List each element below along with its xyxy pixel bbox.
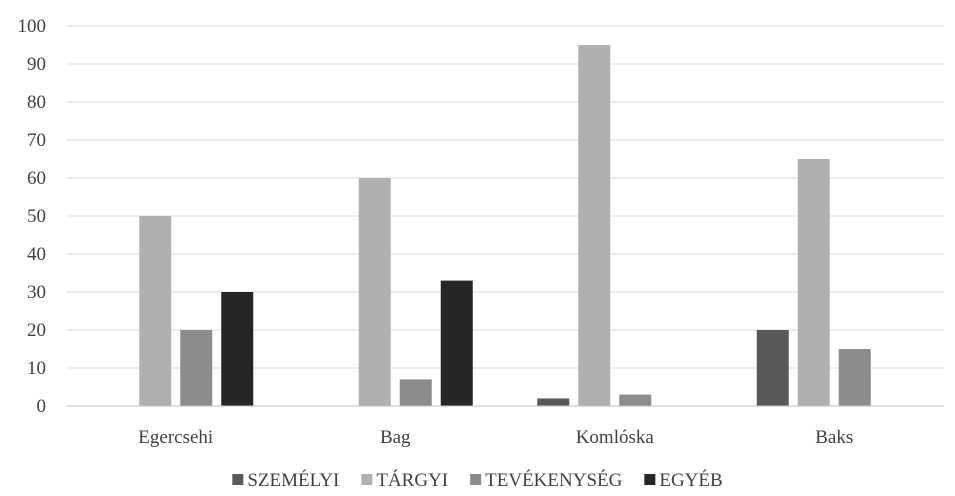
bar-tevékenység-bag <box>399 379 432 406</box>
bar-egyéb-bag <box>440 280 473 406</box>
legend: SZEMÉLYI TÁRGYI TEVÉKENYSÉG EGYÉB <box>232 469 723 491</box>
legend-swatch <box>470 474 482 485</box>
legend-item: EGYÉB <box>644 469 723 491</box>
x-category-label: Baks <box>815 427 853 448</box>
bar-tárgyi-baks <box>797 159 830 406</box>
legend-label: TEVÉKENYSÉG <box>485 469 622 491</box>
bar-tárgyi-komlóska <box>578 45 611 406</box>
legend-label: TÁRGYI <box>376 469 448 491</box>
legend-swatch <box>232 474 244 485</box>
y-axis-tick-labels: 0 10 20 30 40 50 60 70 80 90 100 <box>18 16 47 417</box>
gridlines <box>66 25 944 369</box>
legend-item: TÁRGYI <box>361 469 448 491</box>
bar-személyi-komlóska <box>537 398 570 406</box>
legend-label: SZEMÉLYI <box>247 469 339 491</box>
bar-tevékenység-baks <box>838 349 871 406</box>
y-tick-label: 100 <box>18 16 47 37</box>
bar-tevékenység-egercsehi <box>180 330 213 406</box>
legend-swatch <box>644 474 656 485</box>
legend-item: SZEMÉLYI <box>232 469 339 491</box>
y-tick-label: 60 <box>27 168 46 189</box>
bar-tárgyi-bag <box>358 178 391 406</box>
legend-label: EGYÉB <box>659 469 722 491</box>
bar-személyi-baks <box>756 330 789 406</box>
y-tick-label: 70 <box>27 130 46 151</box>
x-axis-category-labels: Egercsehi Bag Komlóska Baks <box>138 427 853 448</box>
legend-item: TEVÉKENYSÉG <box>470 469 623 491</box>
x-category-label: Komlóska <box>576 427 655 448</box>
y-tick-label: 0 <box>37 396 47 417</box>
bars <box>139 45 871 406</box>
y-tick-label: 30 <box>27 282 46 303</box>
y-tick-label: 20 <box>27 320 46 341</box>
y-tick-label: 40 <box>27 244 46 265</box>
bar-egyéb-egercsehi <box>221 292 254 406</box>
y-tick-label: 50 <box>27 206 46 227</box>
y-tick-label: 10 <box>27 358 46 379</box>
bar-tevékenység-komlóska <box>619 394 652 406</box>
x-category-label: Bag <box>380 427 411 448</box>
y-tick-label: 80 <box>27 92 46 113</box>
legend-swatch <box>361 474 373 485</box>
x-category-label: Egercsehi <box>138 427 213 448</box>
bar-tárgyi-egercsehi <box>139 216 172 406</box>
y-tick-label: 90 <box>27 54 46 75</box>
